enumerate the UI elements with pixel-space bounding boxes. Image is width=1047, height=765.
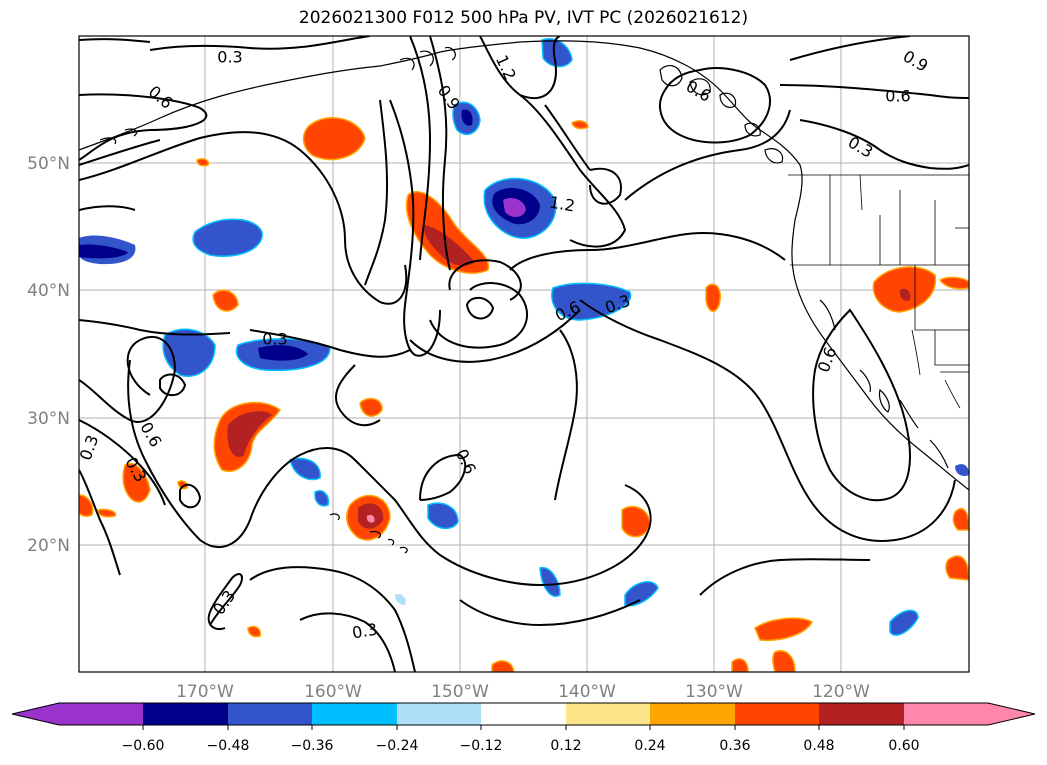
positive-blob [177,480,189,490]
negative-blob [192,218,263,257]
map-frame [78,35,970,673]
colorbar-segment [904,703,1035,725]
colorbar-tick-label: −0.36 [291,738,334,754]
positive-blob [952,508,969,531]
positive-blob [405,191,490,274]
negative-blob [314,490,330,507]
negative-blob [79,244,128,259]
lon-label-160w: 160°W [304,682,362,702]
colorbar-tick-label: 0.60 [888,738,919,754]
positive-blob [212,289,239,312]
colorbar-segment [228,703,312,725]
negative-blob [258,345,308,361]
positive-blob [938,276,969,290]
map-title: 2026021300 F012 500 hPa PV, IVT PC (2026… [298,8,749,28]
positive-blob [571,120,589,130]
coastlines [79,40,969,554]
colorbar-segment [566,703,650,725]
positive-blob [97,508,117,518]
negative-blob [461,109,473,126]
longitude-labels: 170°W 160°W 150°W 140°W 130°W 120°W [176,682,870,702]
negative-blob [541,38,573,68]
positive-blob [705,283,721,312]
lon-label-150w: 150°W [431,682,489,702]
colorbar-tick-label: 0.36 [719,738,750,754]
contour-label: 0.3 [262,330,287,349]
contour-label: 1.2 [548,192,576,215]
positive-blob [424,225,475,266]
negative-blob [427,502,459,530]
colorbar-tick-label: 0.12 [550,738,581,754]
colorbar-segment [481,703,566,725]
colorbar-tick-label: −0.48 [207,738,250,754]
latitude-labels: 50°N 40°N 30°N 20°N [27,154,70,556]
positive-blob [491,660,515,672]
colorbar-tick-label: 0.48 [803,738,834,754]
positive-pv-areas [79,116,969,672]
map-area: 0.3 0.6 0.9 1.2 0.6 0.9 0.6 0.3 1.2 0.3 … [79,36,969,672]
negative-blob [289,457,321,481]
positive-blob [754,617,814,642]
lon-label-120w: 120°W [812,682,870,702]
colorbar-segment [650,703,735,725]
negative-blob [624,581,659,607]
lon-label-130w: 130°W [685,682,743,702]
positive-blob [731,658,749,672]
positive-blob [247,625,262,638]
positive-blob [227,411,272,457]
colorbar-segment [143,703,228,725]
colorbar-tick-label: −0.24 [376,738,419,754]
lat-label-30n: 30°N [27,409,70,429]
negative-blob [551,282,632,321]
contour-label: 0.6 [885,87,910,106]
colorbar: −0.60 −0.48 −0.36 −0.24 −0.12 0.12 0.24 … [11,702,1036,754]
colorbar-segment [819,703,904,725]
positive-blob [122,462,151,503]
positive-blob [79,494,94,517]
positive-blob [359,397,383,417]
colorbar-tick-label: 0.24 [634,738,665,754]
negative-blob [955,464,969,476]
positive-blob [395,594,406,605]
political-borders [788,174,969,409]
colorbar-segment [12,703,143,725]
lon-label-170w: 170°W [176,682,234,702]
lat-label-40n: 40°N [27,281,70,301]
colorbar-segment [735,703,819,725]
colorbar-ticks [142,725,905,730]
colorbar-tick-label: −0.12 [460,738,503,754]
positive-blob [772,650,796,672]
contour-label: 0.3 [217,48,242,67]
contour-label: 0.3 [351,619,379,642]
negative-blob [889,609,919,636]
positive-blob [945,555,969,581]
lat-label-50n: 50°N [27,154,70,174]
lat-label-20n: 20°N [27,536,70,556]
positive-blob [196,158,210,167]
colorbar-segment [312,703,397,725]
negative-pv-areas [79,38,969,636]
pv-contours [79,36,969,672]
positive-blob [302,116,366,161]
lon-label-140w: 140°W [558,682,616,702]
negative-blob [162,328,216,377]
colorbar-tick-labels: −0.60 −0.48 −0.36 −0.24 −0.12 0.12 0.24 … [122,738,920,754]
positive-blob [366,514,375,523]
negative-blob [503,198,526,217]
colorbar-outline [11,702,1036,726]
positive-blob [899,288,911,301]
colorbar-tick-label: −0.60 [122,738,165,754]
colorbar-segment [397,703,481,725]
